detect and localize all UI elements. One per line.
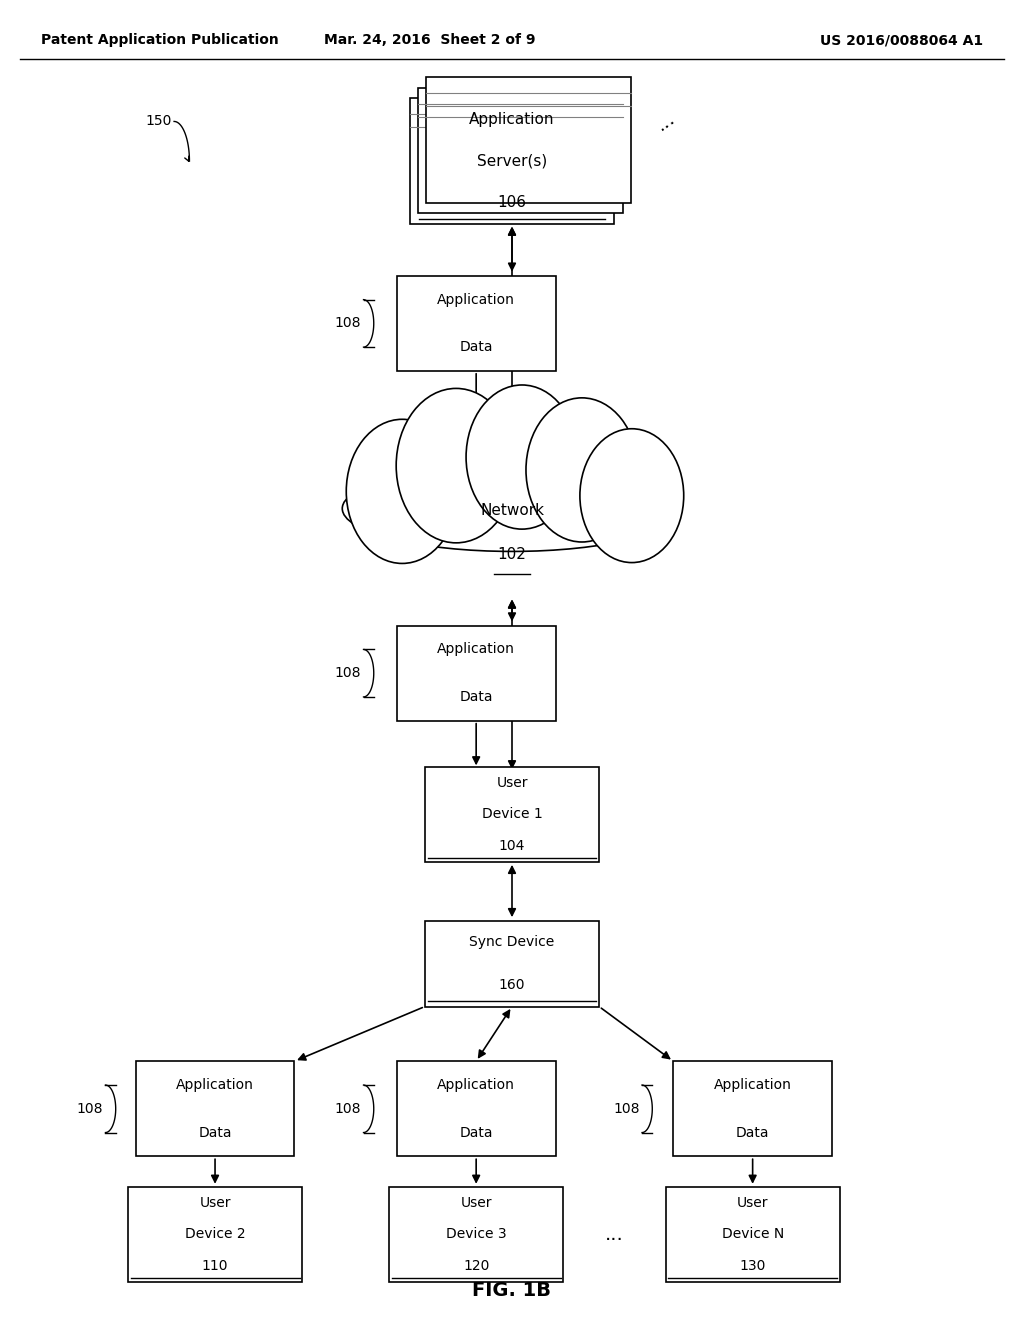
FancyBboxPatch shape	[397, 626, 555, 721]
FancyBboxPatch shape	[397, 1061, 555, 1156]
FancyBboxPatch shape	[135, 1061, 295, 1156]
Circle shape	[466, 385, 578, 529]
FancyBboxPatch shape	[425, 921, 599, 1006]
FancyBboxPatch shape	[666, 1187, 840, 1282]
Text: 108: 108	[335, 317, 361, 330]
Text: Application: Application	[714, 1078, 792, 1092]
Text: Data: Data	[460, 341, 493, 354]
Text: 104: 104	[499, 840, 525, 853]
FancyBboxPatch shape	[128, 1187, 302, 1282]
Text: US 2016/0088064 A1: US 2016/0088064 A1	[820, 33, 983, 48]
Text: Server(s): Server(s)	[477, 153, 547, 169]
Text: ...: ...	[652, 108, 679, 135]
FancyBboxPatch shape	[389, 1187, 563, 1282]
Circle shape	[580, 429, 684, 562]
Text: Device 2: Device 2	[184, 1228, 246, 1241]
FancyBboxPatch shape	[410, 98, 614, 223]
Text: 108: 108	[613, 1102, 640, 1115]
Text: Application: Application	[437, 643, 515, 656]
Text: 160: 160	[499, 978, 525, 993]
Text: 108: 108	[77, 1102, 103, 1115]
Text: 130: 130	[739, 1259, 766, 1272]
Text: User: User	[737, 1196, 768, 1209]
Ellipse shape	[342, 466, 682, 552]
Text: Data: Data	[460, 1126, 493, 1139]
Text: 110: 110	[202, 1259, 228, 1272]
FancyBboxPatch shape	[674, 1061, 831, 1156]
Circle shape	[396, 388, 516, 543]
Text: 106: 106	[498, 195, 526, 210]
Text: User: User	[497, 776, 527, 789]
Text: 102: 102	[498, 546, 526, 562]
Text: Device 1: Device 1	[481, 808, 543, 821]
FancyBboxPatch shape	[425, 767, 599, 862]
Text: Data: Data	[460, 690, 493, 704]
Text: Application: Application	[437, 1078, 515, 1092]
Text: Mar. 24, 2016  Sheet 2 of 9: Mar. 24, 2016 Sheet 2 of 9	[325, 33, 536, 48]
Text: Device N: Device N	[722, 1228, 783, 1241]
Text: Patent Application Publication: Patent Application Publication	[41, 33, 279, 48]
Text: ...: ...	[605, 1225, 624, 1243]
Text: User: User	[461, 1196, 492, 1209]
Text: 150: 150	[145, 115, 172, 128]
Text: Application: Application	[437, 293, 515, 306]
FancyBboxPatch shape	[397, 276, 555, 371]
Text: FIG. 1B: FIG. 1B	[472, 1282, 552, 1300]
Text: Network: Network	[480, 503, 544, 519]
FancyBboxPatch shape	[426, 77, 631, 202]
Text: User: User	[200, 1196, 230, 1209]
Text: Application: Application	[176, 1078, 254, 1092]
Circle shape	[346, 420, 458, 564]
Circle shape	[526, 397, 638, 543]
Text: Data: Data	[199, 1126, 231, 1139]
Text: Device 3: Device 3	[445, 1228, 507, 1241]
Text: Sync Device: Sync Device	[469, 935, 555, 949]
Text: 120: 120	[463, 1259, 489, 1272]
Text: Application: Application	[469, 112, 555, 127]
Text: Data: Data	[736, 1126, 769, 1139]
FancyBboxPatch shape	[418, 87, 623, 214]
Text: 108: 108	[335, 1102, 361, 1115]
Text: 108: 108	[335, 667, 361, 680]
